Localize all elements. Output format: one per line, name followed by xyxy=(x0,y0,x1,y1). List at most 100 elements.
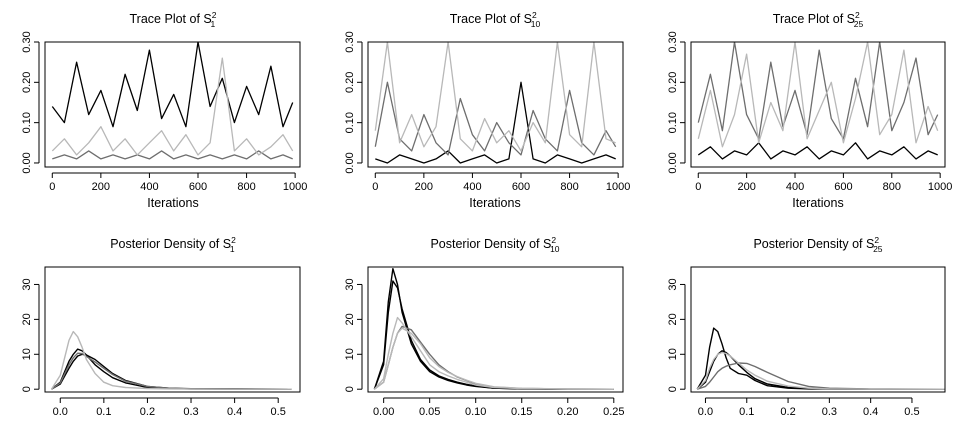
series-line-3 xyxy=(697,42,939,148)
x-tick-label: 0.0 xyxy=(698,406,713,418)
y-tick-label: 20 xyxy=(344,313,356,325)
y-tick-label: 0.10 xyxy=(21,112,33,133)
y-axis: 0.00 0.10 0.20 0.30 xyxy=(344,31,363,174)
x-tick-label: 1000 xyxy=(928,181,952,193)
x-tick-label: 800 xyxy=(883,181,901,193)
series-lines xyxy=(374,42,617,164)
y-tick-label: 0.30 xyxy=(21,31,33,52)
plot-area: 0.0 0.1 0.2 0.3 0.4 0.5 0 10 20 30 xyxy=(21,266,301,418)
y-tick-label: 10 xyxy=(667,348,679,360)
x-tick-label: 0 xyxy=(49,181,55,193)
x-axis: 0.0 0.1 0.2 0.3 0.4 0.5 xyxy=(698,397,920,418)
x-tick-label: 400 xyxy=(140,181,158,193)
y-axis: 0 10 20 30 xyxy=(344,278,363,392)
y-tick-label: 0.00 xyxy=(344,152,356,173)
panel-density-s1: Posterior Density of S2 1 0.0 0.1 0.2 0.3 0.4… xyxy=(21,235,301,418)
x-tick-label: 800 xyxy=(560,181,578,193)
x-tick-label: 200 xyxy=(737,181,755,193)
x-tick-label: 600 xyxy=(834,181,852,193)
y-tick-label: 20 xyxy=(667,313,679,325)
y-tick-label: 0.10 xyxy=(667,112,679,133)
series-lines xyxy=(50,330,292,390)
panel-trace-s10: Trace Plot of S2 10 0 200 400 600 800 1000 0.0… xyxy=(344,10,630,210)
plot-area: 0 200 400 600 800 1000 0.00 0.10 0.20 0.30 xyxy=(344,31,630,193)
y-tick-label: 0.20 xyxy=(21,72,33,93)
y-tick-label: 10 xyxy=(344,348,356,360)
x-tick-label: 0.05 xyxy=(419,406,440,418)
y-tick-label: 0 xyxy=(21,386,33,392)
x-tick-label: 1000 xyxy=(283,181,307,193)
x-axis-label: Iterations xyxy=(147,196,198,210)
plot-frame xyxy=(367,266,624,393)
series-line-1 xyxy=(51,42,294,128)
panel-trace-s1: Trace Plot of S2 1 0 200 400 600 800 1000 0.00… xyxy=(21,10,307,210)
y-tick-label: 30 xyxy=(667,278,679,290)
y-tick-label: 30 xyxy=(21,278,33,290)
plot-area: 0.0 0.1 0.2 0.3 0.4 0.5 0 10 20 30 xyxy=(667,266,946,418)
panel-title: Posterior Density of S2 1 xyxy=(110,235,236,254)
series-line-1 xyxy=(375,81,616,164)
y-tick-label: 20 xyxy=(21,313,33,325)
y-axis: 0 10 20 30 xyxy=(21,278,40,392)
x-tick-label: 0.20 xyxy=(557,406,578,418)
panel-title: Posterior Density of S2 25 xyxy=(753,235,882,254)
x-tick-label: 400 xyxy=(463,181,481,193)
plot-area: 0 200 400 600 800 1000 0.00 0.10 0.20 0.30 xyxy=(21,31,307,193)
plot-frame xyxy=(690,41,946,168)
x-tick-label: 400 xyxy=(786,181,804,193)
panel-trace-s25: Trace Plot of S2 25 0 200 400 600 800 1000 0.0… xyxy=(667,10,952,210)
y-tick-label: 0.20 xyxy=(344,72,356,93)
panel-density-s10: Posterior Density of S2 10 0.00 0.05 0.10 0.… xyxy=(344,235,625,418)
series-line-2 xyxy=(374,81,617,156)
x-tick-label: 0.3 xyxy=(183,406,198,418)
x-tick-label: 0.1 xyxy=(739,406,754,418)
x-tick-label: 0.10 xyxy=(465,406,486,418)
series-lines xyxy=(373,268,614,390)
x-tick-label: 0.25 xyxy=(603,406,624,418)
x-axis: 0 200 400 600 800 1000 xyxy=(695,172,952,193)
x-axis-label: Iterations xyxy=(792,196,843,210)
series-line-3 xyxy=(374,42,616,152)
y-tick-label: 30 xyxy=(344,278,356,290)
y-tick-label: 0.00 xyxy=(667,152,679,173)
panel-title: Trace Plot of S2 1 xyxy=(130,10,217,29)
series-lines xyxy=(696,327,945,390)
series-lines xyxy=(697,42,939,160)
series-lines xyxy=(51,42,294,160)
series-line-2 xyxy=(52,150,293,160)
y-axis: 0.00 0.10 0.20 0.30 xyxy=(667,31,686,174)
y-tick-label: 0 xyxy=(344,386,356,392)
y-tick-label: 10 xyxy=(21,348,33,360)
x-axis-label: Iterations xyxy=(469,196,520,210)
series-line-2 xyxy=(697,42,939,140)
x-tick-label: 0.0 xyxy=(53,406,68,418)
series-line-4 xyxy=(696,351,945,390)
plot-area: 0.00 0.05 0.10 0.15 0.20 0.25 0 10 20 30 xyxy=(344,266,625,418)
x-tick-label: 600 xyxy=(512,181,530,193)
panel-title: Posterior Density of S2 10 xyxy=(430,235,559,254)
panel-density-s25: Posterior Density of S2 25 0.0 0.1 0.2 0.3 0.… xyxy=(667,235,946,418)
panel-title: Trace Plot of S2 10 xyxy=(450,10,541,29)
y-tick-label: 0.00 xyxy=(21,152,33,173)
x-axis: 0.0 0.1 0.2 0.3 0.4 0.5 xyxy=(53,397,286,418)
y-tick-label: 0.10 xyxy=(344,112,356,133)
plot-area: 0 200 400 600 800 1000 0.00 0.10 0.20 0.30 xyxy=(667,31,952,193)
y-tick-label: 0 xyxy=(667,386,679,392)
y-axis: 0.00 0.10 0.20 0.30 xyxy=(21,31,40,174)
y-axis: 0 10 20 30 xyxy=(667,278,686,392)
x-tick-label: 0 xyxy=(372,181,378,193)
x-tick-label: 0.2 xyxy=(140,406,155,418)
x-tick-label: 0.5 xyxy=(904,406,919,418)
plot-frame xyxy=(44,266,301,393)
x-axis: 0 200 400 600 800 1000 xyxy=(49,172,307,193)
x-tick-label: 0.15 xyxy=(511,406,532,418)
x-tick-label: 0.00 xyxy=(373,406,394,418)
plot-frame xyxy=(690,266,946,393)
x-tick-label: 0.1 xyxy=(96,406,111,418)
x-tick-label: 200 xyxy=(92,181,110,193)
series-line-4 xyxy=(50,330,292,390)
series-line-1 xyxy=(697,142,938,160)
x-tick-label: 600 xyxy=(189,181,207,193)
